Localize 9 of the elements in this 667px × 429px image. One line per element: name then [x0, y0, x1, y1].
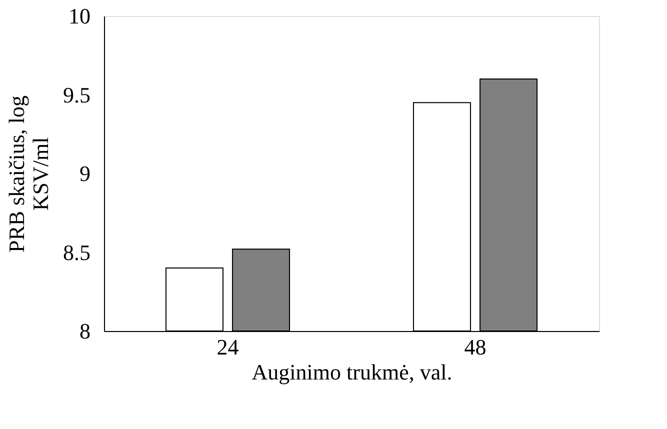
y-tick-label: 9.5 — [63, 82, 90, 108]
y-tick-label: 8 — [80, 318, 90, 344]
x-axis-title: Auginimo trukmė, val. — [252, 360, 452, 384]
x-tick-label: 48 — [464, 334, 486, 360]
y-tick-label: 9 — [80, 161, 90, 186]
y-tick-label: 8.5 — [63, 240, 90, 265]
y-tick-label: 10 — [68, 4, 90, 28]
y-axis-title: PRB skaičius, log KSV/ml — [4, 95, 53, 253]
x-tick-label: 24 — [216, 334, 239, 360]
